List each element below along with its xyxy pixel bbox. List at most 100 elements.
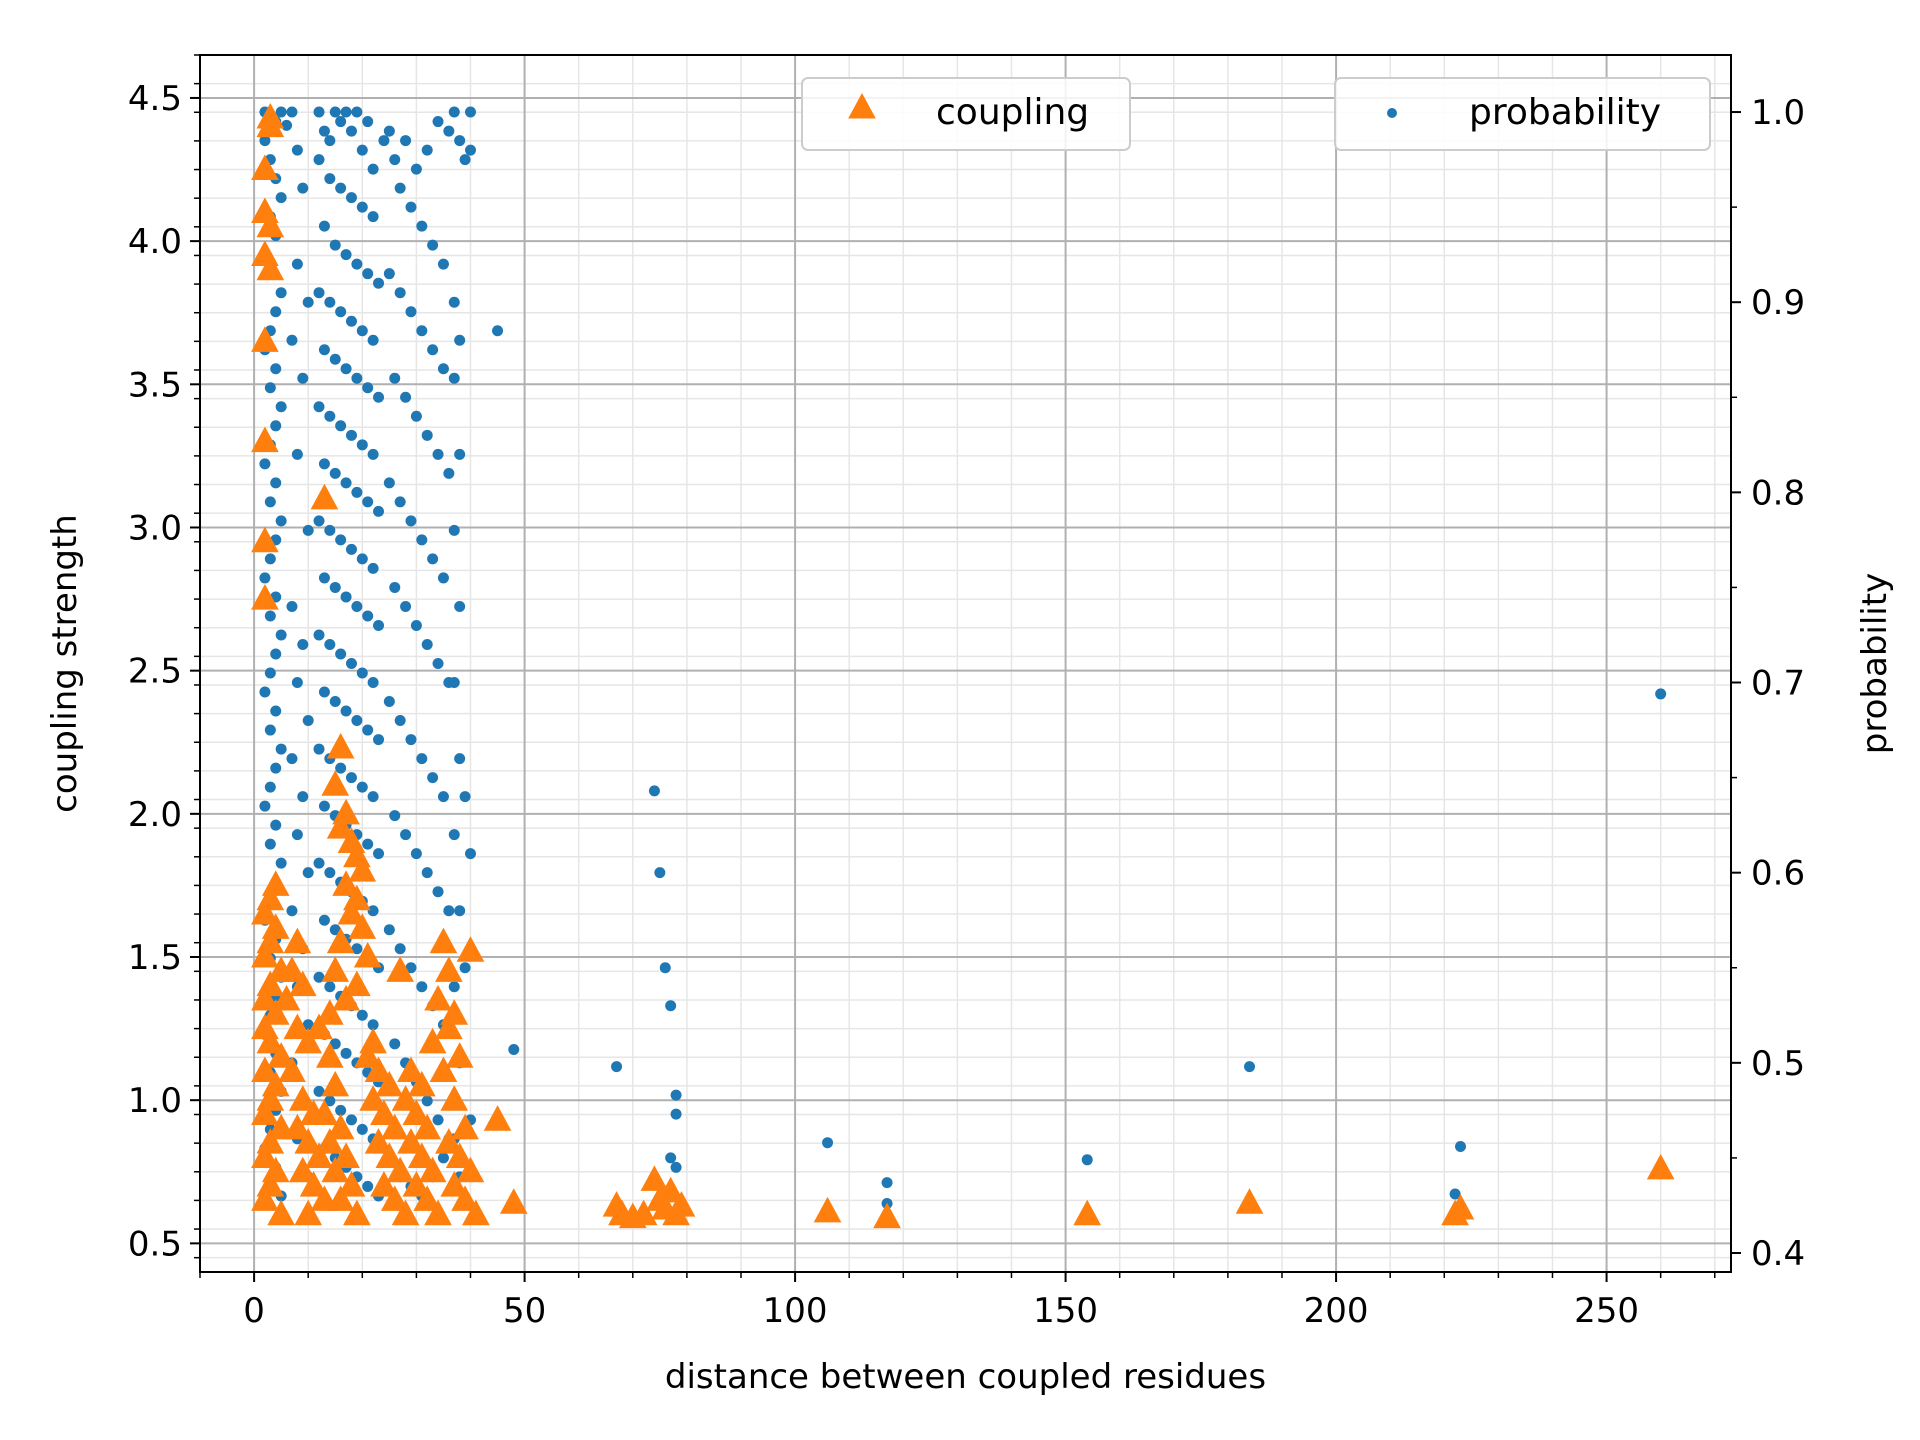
probability-point bbox=[362, 1180, 374, 1192]
probability-point bbox=[291, 258, 303, 270]
probability-point bbox=[383, 125, 395, 137]
probability-point bbox=[416, 753, 428, 765]
coupling-point bbox=[256, 1027, 285, 1054]
minor-grid bbox=[199, 54, 1731, 1272]
coupling-point bbox=[391, 1199, 420, 1226]
legend-probability-marker bbox=[1387, 108, 1397, 118]
probability-point bbox=[659, 962, 671, 974]
probability-point bbox=[335, 116, 347, 128]
probability-point bbox=[373, 277, 385, 289]
probability-point bbox=[340, 705, 352, 717]
coupling-point bbox=[397, 1128, 425, 1154]
probability-point bbox=[318, 220, 330, 232]
y-axis-left: 0.5 1.0 1.5 2.0 2.5 3.0 3.5 4.0 4.5 bbox=[128, 54, 200, 1264]
probability-point bbox=[394, 715, 406, 727]
probability-point bbox=[313, 154, 325, 166]
coupling-point bbox=[386, 956, 415, 982]
probability-point bbox=[416, 534, 428, 546]
coupling-point bbox=[1646, 1153, 1675, 1180]
coupling-point bbox=[315, 999, 344, 1025]
coupling-point bbox=[251, 1142, 279, 1168]
probability-point bbox=[383, 268, 395, 280]
coupling-point bbox=[332, 1142, 360, 1168]
coupling-point bbox=[456, 1156, 485, 1183]
coupling-point bbox=[294, 1199, 323, 1226]
coupling-point bbox=[251, 154, 279, 181]
coupling-point bbox=[288, 1156, 317, 1183]
probability-point bbox=[275, 857, 287, 869]
probability-point bbox=[340, 477, 352, 489]
coupling-point bbox=[348, 856, 377, 882]
probability-point bbox=[281, 119, 293, 131]
coupling-point bbox=[272, 984, 301, 1011]
coupling-point bbox=[348, 913, 377, 939]
probability-point bbox=[448, 524, 460, 536]
coupling-point bbox=[380, 1113, 409, 1140]
probability-point bbox=[432, 1114, 444, 1126]
probability-point bbox=[394, 496, 406, 508]
probability-point bbox=[335, 1104, 347, 1116]
coupling-point bbox=[251, 1185, 279, 1211]
probability-point bbox=[286, 600, 298, 612]
legend-probability-label: probability bbox=[1469, 92, 1661, 133]
coupling-point bbox=[278, 956, 306, 982]
probability-point bbox=[427, 239, 439, 251]
probability-point bbox=[324, 1095, 336, 1107]
probability-point bbox=[383, 696, 395, 708]
coupling-point bbox=[326, 732, 355, 759]
probability-point bbox=[437, 791, 449, 803]
probability-point bbox=[318, 344, 330, 356]
coupling-point bbox=[462, 1199, 490, 1226]
y2-tick-label: 0.7 bbox=[1751, 664, 1805, 704]
probability-point bbox=[362, 838, 374, 850]
coupling-point bbox=[353, 941, 382, 968]
coupling-point bbox=[451, 1113, 479, 1140]
coupling-point bbox=[288, 970, 317, 997]
probability-point bbox=[356, 144, 368, 156]
probability-point bbox=[345, 1114, 357, 1126]
probability-point bbox=[367, 791, 379, 803]
probability-point bbox=[275, 106, 287, 118]
probability-point bbox=[286, 753, 298, 765]
probability-point bbox=[410, 848, 422, 860]
probability-point bbox=[259, 800, 271, 812]
probability-point bbox=[345, 315, 357, 327]
probability-point bbox=[351, 943, 363, 955]
probability-point bbox=[383, 477, 395, 489]
coupling-point bbox=[629, 1199, 658, 1226]
probability-point bbox=[373, 734, 385, 746]
probability-point bbox=[275, 287, 287, 299]
coupling-point bbox=[332, 984, 360, 1011]
x-axis: 0 50 100 150 200 250 bbox=[199, 1272, 1716, 1331]
x-axis-label: distance between coupled residues bbox=[665, 1357, 1266, 1397]
probability-point bbox=[264, 496, 276, 508]
x-tick-label: 200 bbox=[1304, 1291, 1369, 1331]
legend-probability: probability bbox=[1334, 77, 1711, 151]
y-tick-label: 4.5 bbox=[128, 79, 182, 119]
probability-point bbox=[389, 810, 401, 822]
probability-point bbox=[356, 439, 368, 451]
probability-point bbox=[665, 1000, 677, 1012]
probability-point bbox=[1455, 1140, 1467, 1152]
coupling-point bbox=[261, 999, 290, 1025]
probability-point bbox=[313, 629, 325, 641]
coupling-point bbox=[397, 1056, 425, 1083]
probability-point bbox=[448, 106, 460, 118]
probability-point bbox=[367, 677, 379, 689]
coupling-point bbox=[256, 254, 285, 281]
coupling-point bbox=[321, 956, 350, 982]
probability-point bbox=[264, 838, 276, 850]
coupling-point bbox=[310, 483, 339, 510]
probability-point bbox=[492, 325, 504, 337]
probability-point bbox=[459, 154, 471, 166]
coupling-point bbox=[483, 1105, 512, 1131]
probability-point bbox=[822, 1137, 834, 1149]
probability-point bbox=[297, 182, 309, 194]
probability-point bbox=[345, 429, 357, 441]
probability-point bbox=[324, 173, 336, 185]
probability-point bbox=[340, 363, 352, 375]
probability-point bbox=[400, 600, 412, 612]
y2-tick-label: 0.5 bbox=[1751, 1044, 1805, 1084]
legend-coupling: coupling bbox=[801, 77, 1131, 151]
